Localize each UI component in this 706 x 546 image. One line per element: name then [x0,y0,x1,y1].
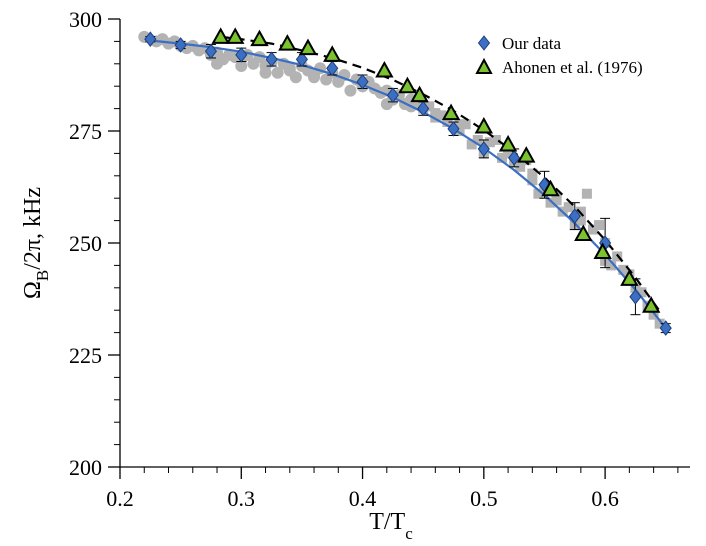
our-data-point [386,87,399,103]
axes: 200 225 250 275 300 0.2 0.3 0.4 0.5 0.6 T/Tc ΩB/2π,… [20,7,690,543]
legend-label-ahonen: Ahonen et al. (1976) [502,58,643,77]
background-point [648,309,659,320]
background-point [490,134,501,145]
dashed-fit-line [220,35,661,312]
ahonen-data-point [323,45,342,62]
background-point [563,202,574,213]
our-data-point [235,47,248,63]
data-markers [144,27,672,336]
our-data-point [356,73,369,90]
y-axis-title: ΩB/2π, kHz [20,187,52,299]
y-tick-label: 300 [69,7,102,32]
x-axis-title-sub: c [405,524,413,543]
our-data-point [144,31,157,47]
y-axis-title-sub: B [33,270,52,281]
background-point [332,75,345,88]
background-point [515,161,526,172]
background-point [472,134,483,145]
y-tick-label: 275 [69,119,102,144]
ahonen-data-point [498,134,518,152]
our-data-point [295,51,309,68]
ahonen-data-point [410,85,429,103]
our-data-point [477,141,490,157]
legend: Our data Ahonen et al. (1976) [475,34,643,77]
background-point [575,206,586,217]
background-point [587,224,598,235]
background-point [497,152,508,163]
background-point [235,60,248,73]
background-point [636,287,647,298]
y-tick-label: 200 [69,455,102,480]
background-point [466,139,477,150]
background-point [460,119,471,130]
x-tick-label: 0.6 [591,486,619,511]
y-axis-title-rest: /2π, kHz [20,187,46,270]
ahonen-data-point [211,27,230,44]
our-data-point [174,37,187,53]
ahonen-data-point [375,60,394,78]
ahonen-data-point [620,269,639,286]
x-tick-label: 0.2 [106,486,134,511]
y-tick-label: 250 [69,231,102,256]
background-point [308,69,321,81]
background-point [618,264,629,275]
background-point [436,110,447,121]
legend-diamond-icon [477,35,491,51]
our-data-point [629,288,642,305]
background-point [484,137,495,148]
background-point [533,188,544,199]
x-axis-title-main: T/T [369,509,405,535]
ahonen-data-point [574,224,593,242]
y-tick-label: 225 [69,343,102,368]
our-data-point [659,320,672,336]
background-point [344,84,357,97]
background-point [606,260,617,271]
x-tick-label: 0.3 [228,486,256,511]
ahonen-data-point [398,76,417,94]
ahonen-data-point [593,242,612,259]
background-point [527,168,538,179]
background-point [454,119,465,130]
background-point [527,175,538,186]
background-point [581,188,592,199]
our-data-point [447,120,460,137]
ahonen-data-point [541,179,560,197]
background-point [551,195,562,206]
background-point [442,117,453,128]
background-point [654,318,665,329]
ahonen-data-point [250,29,269,47]
ahonen-data-point [474,116,494,134]
ahonen-data-point [517,146,536,163]
our-data-point [204,43,218,60]
background-point [545,197,556,208]
background-point [259,66,272,79]
our-data-point [568,208,581,224]
x-axis-title: T/Tc [369,509,413,543]
background-point [424,101,435,112]
x-tick-label: 0.4 [349,486,377,511]
our-data-point [417,100,430,117]
background-point [454,126,465,136]
x-tick-label: 0.5 [470,486,498,511]
background-point [211,57,224,70]
background-point [594,220,605,231]
legend-label-our-data: Our data [502,34,561,53]
background-point [575,215,586,226]
legend-triangle-icon [475,57,493,74]
ahonen-data-point [278,34,297,51]
ahonen-data-point [641,296,661,313]
our-data-point [508,150,521,166]
ahonen-data-point [226,27,245,44]
background-point [271,66,284,79]
y-axis-title-main: Ω [20,281,46,299]
background-point [380,98,393,111]
ahonen-data-point [441,103,461,121]
our-data-point [326,60,339,77]
background-point [283,64,296,77]
our-data-point [265,51,278,68]
background-point [430,112,441,123]
solid-fit-line [150,39,667,329]
ahonen-data-point [298,38,318,56]
